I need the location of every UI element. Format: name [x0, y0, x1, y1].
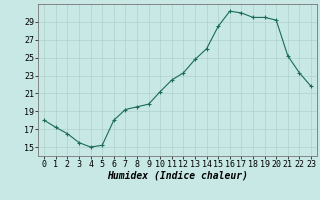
X-axis label: Humidex (Indice chaleur): Humidex (Indice chaleur): [107, 171, 248, 181]
